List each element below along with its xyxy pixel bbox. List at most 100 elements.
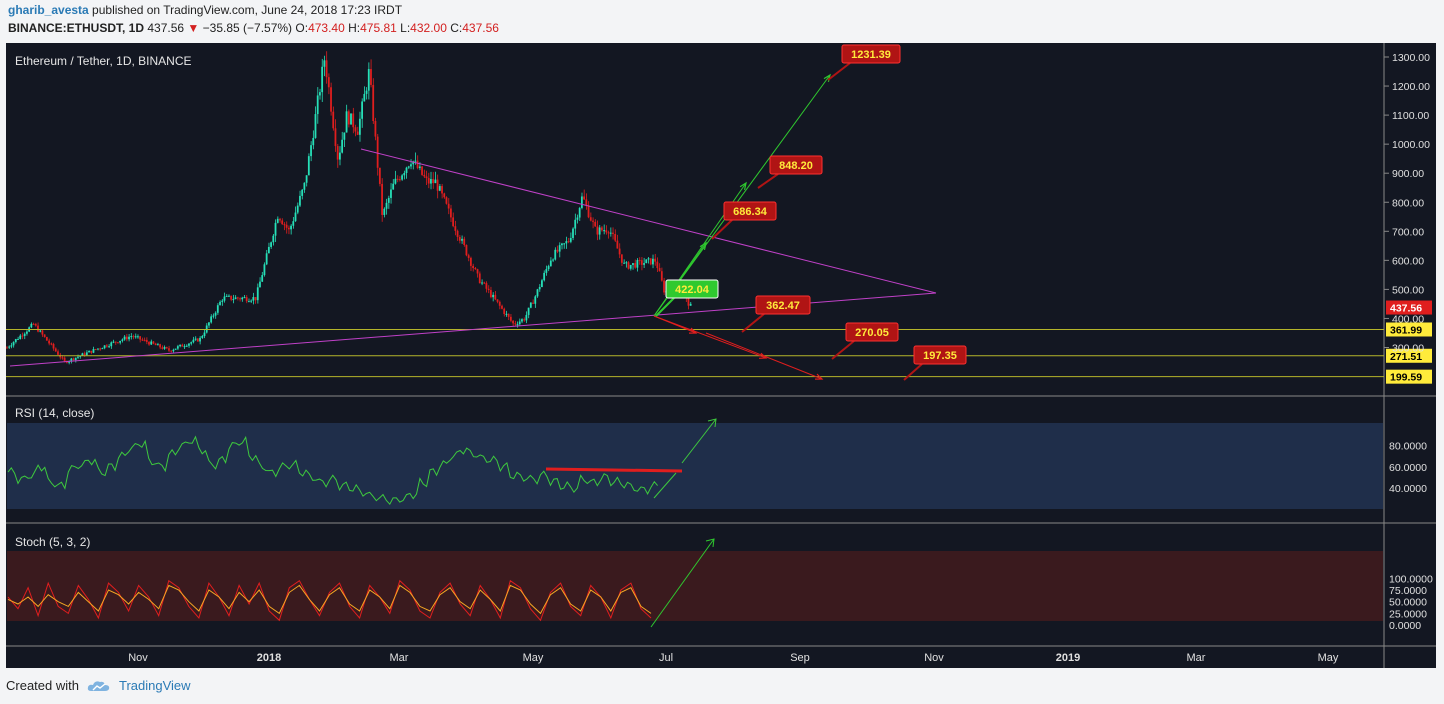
price-tick-label: 800.00 [1392, 197, 1424, 209]
arrow-head [688, 327, 698, 334]
candle-body [339, 152, 341, 160]
candle-body [134, 336, 137, 338]
candle-body [214, 312, 217, 316]
candle-body [92, 348, 95, 353]
candle-body [645, 259, 648, 264]
quote-line: BINANCE:ETHUSDT, 1D 437.56 ▼ −35.85 (−7.… [8, 21, 499, 35]
candle-body [592, 220, 594, 222]
time-tick-label: Jul [659, 652, 673, 664]
price-tick-label: 300.00 [1392, 343, 1424, 355]
chart-canvas[interactable]: Ethereum / Tether, 1D, BINANCE RSI (14, … [6, 43, 1436, 668]
candle-body [252, 297, 255, 301]
candle-body [123, 336, 126, 340]
candle-body [239, 298, 241, 300]
candle-body [614, 234, 617, 241]
footer: Created with TradingView [6, 678, 191, 693]
candle-body [141, 339, 144, 341]
candle-body [483, 282, 486, 284]
candle-body [494, 294, 497, 300]
candle-body [43, 334, 46, 338]
time-tick-label: 2018 [257, 652, 281, 664]
stoch-tick-label: 25.0000 [1389, 608, 1427, 620]
callout-label: 422.04 [675, 284, 710, 296]
candle-body [363, 93, 366, 102]
stoch-tick-label: 100.0000 [1389, 573, 1433, 585]
candle-body [156, 344, 159, 346]
candle-body [441, 186, 443, 194]
candle-body [37, 325, 39, 332]
candle-body [616, 240, 619, 249]
time-tick-label: May [1318, 652, 1339, 664]
candle-body [125, 336, 128, 340]
candle-body [54, 348, 57, 352]
candle-body [265, 253, 268, 265]
candle-body [290, 225, 292, 230]
price-tick-label: 1300.00 [1392, 52, 1430, 64]
candle-body [10, 345, 13, 347]
candle-body [336, 146, 339, 160]
candle-body [301, 189, 304, 196]
candle-body [394, 178, 397, 184]
candle-body [19, 335, 22, 339]
candle-body [330, 87, 332, 112]
candle-body [203, 332, 206, 337]
candle-body [405, 167, 408, 173]
candle-body [105, 345, 108, 347]
candle-body [432, 179, 435, 184]
candle-body [119, 340, 122, 343]
candle-body [267, 246, 270, 254]
candle-body [376, 136, 379, 168]
candle-body [627, 262, 630, 269]
candle-body [647, 258, 650, 260]
candle-body [381, 183, 383, 215]
candle-body [618, 248, 621, 255]
candle-body [620, 254, 623, 263]
candle-body [558, 245, 561, 252]
candle-body [487, 288, 490, 291]
candle-body [323, 60, 326, 67]
candle-body [128, 336, 130, 340]
candle-body [521, 319, 523, 322]
time-tick-label: Mar [390, 652, 409, 664]
candle-body [279, 218, 281, 221]
candle-body [501, 305, 503, 309]
candle-body [299, 195, 301, 206]
candle-body [114, 341, 117, 343]
rsi-tick-label: 40.0000 [1389, 483, 1427, 495]
drawings: 361.99 271.51 199.59 437.56 1231.39 848.20 686… [6, 44, 1432, 384]
candle-body [199, 337, 201, 342]
current-price-tag [1386, 300, 1432, 315]
candle-body [117, 342, 119, 344]
arrow-head [814, 373, 824, 380]
rsi-pane-title: RSI (14, close) [15, 406, 94, 420]
candle-body [312, 137, 315, 146]
candle-body [443, 193, 446, 198]
tradingview-link[interactable]: TradingView [118, 678, 191, 693]
support-price-label: 271.51 [1390, 351, 1422, 363]
support-price-tag [1386, 348, 1432, 363]
candle-body [538, 286, 541, 290]
arrow-head [758, 352, 768, 359]
time-tick-label: Sep [790, 652, 810, 664]
candle-body [396, 178, 399, 180]
author-name[interactable]: gharib_avesta [8, 3, 89, 17]
candle-body [352, 113, 355, 128]
candle-body [649, 258, 652, 265]
candle-body [350, 113, 352, 125]
arrow-head [739, 181, 747, 190]
stoch-tick-label: 75.0000 [1389, 585, 1427, 597]
candle-body [185, 345, 188, 347]
candle-body [585, 199, 588, 206]
candle-body [6, 347, 8, 349]
candle-body [532, 302, 534, 304]
callout-box [845, 322, 899, 342]
candle-body [563, 243, 566, 245]
price-tick-label: 400.00 [1392, 313, 1424, 325]
candle-body [587, 205, 590, 218]
stoch-tick-label: 50.0000 [1389, 597, 1427, 609]
candle-body [225, 295, 228, 297]
candle-body [452, 217, 455, 227]
candle-body [605, 230, 608, 233]
candle-body [421, 166, 423, 175]
candle-body [221, 300, 224, 302]
